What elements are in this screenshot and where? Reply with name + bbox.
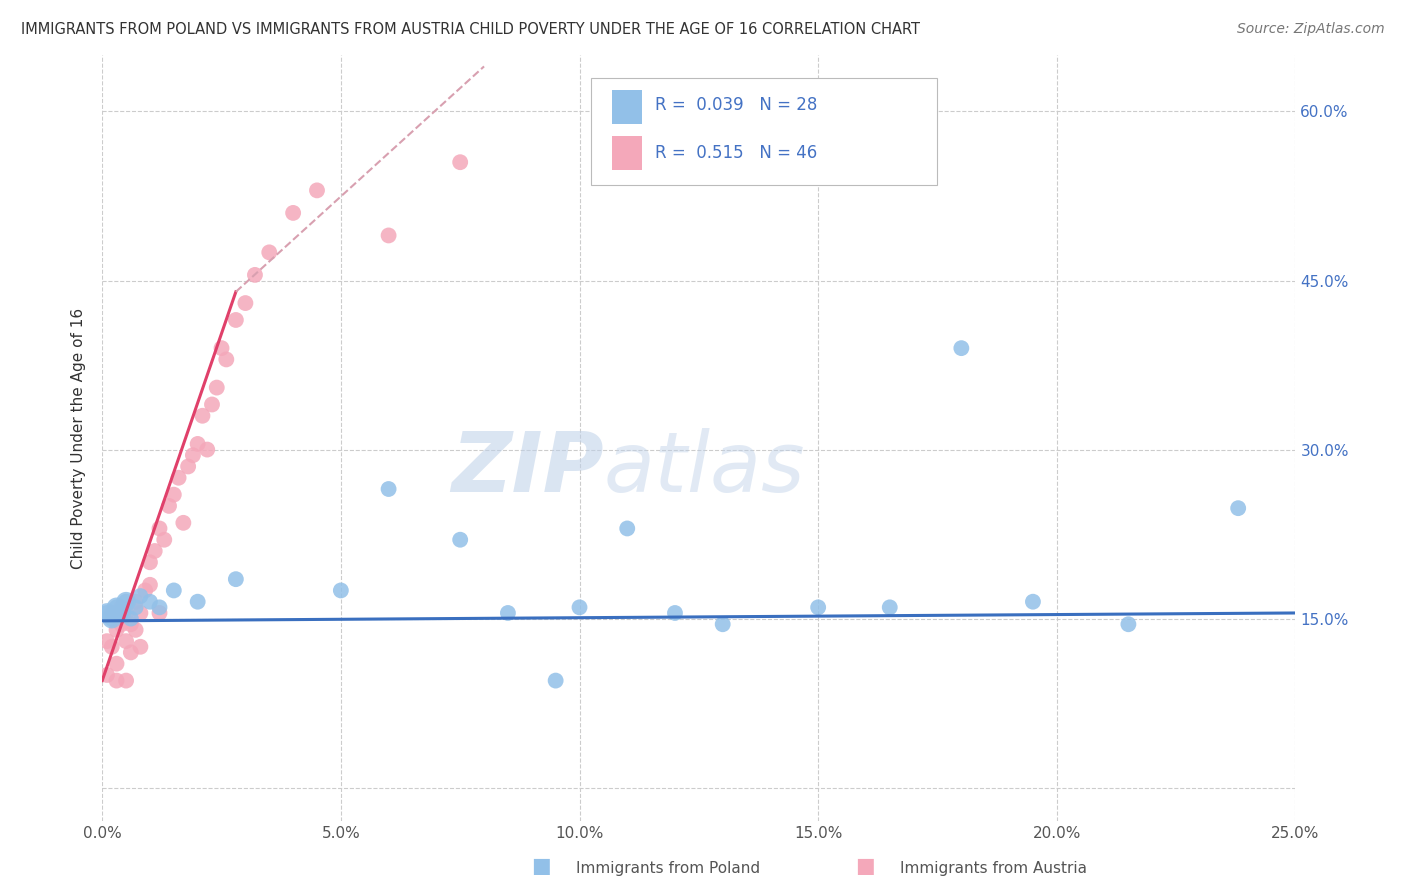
Point xyxy=(235,296,257,310)
Point xyxy=(129,606,152,620)
Point xyxy=(191,409,214,423)
Point xyxy=(124,600,146,615)
Point xyxy=(879,600,901,615)
Point xyxy=(167,471,190,485)
Point xyxy=(143,544,166,558)
Point xyxy=(110,606,132,620)
Point xyxy=(187,437,209,451)
Point xyxy=(129,589,152,603)
Point xyxy=(96,606,118,620)
Point xyxy=(950,341,973,355)
FancyBboxPatch shape xyxy=(592,78,938,186)
Point xyxy=(1118,617,1140,632)
Point xyxy=(105,600,128,615)
Point xyxy=(110,617,132,632)
Point xyxy=(120,612,142,626)
Bar xyxy=(612,136,641,170)
Text: R =  0.515   N = 46: R = 0.515 N = 46 xyxy=(655,145,817,162)
Text: IMMIGRANTS FROM POLAND VS IMMIGRANTS FROM AUSTRIA CHILD POVERTY UNDER THE AGE OF: IMMIGRANTS FROM POLAND VS IMMIGRANTS FRO… xyxy=(21,22,920,37)
Point xyxy=(96,634,118,648)
Point xyxy=(105,657,128,671)
Point xyxy=(211,341,233,355)
Point xyxy=(100,606,122,620)
Point xyxy=(105,600,128,615)
Point xyxy=(100,640,122,654)
Point xyxy=(153,533,176,547)
Point xyxy=(115,595,138,609)
Point xyxy=(139,555,162,569)
Point xyxy=(148,600,170,615)
Point xyxy=(148,521,170,535)
Point xyxy=(163,583,186,598)
Text: ■: ■ xyxy=(531,856,551,876)
Point xyxy=(139,578,162,592)
Point xyxy=(711,617,734,632)
Point xyxy=(134,583,156,598)
Point xyxy=(225,313,247,327)
Point xyxy=(329,583,352,598)
Point xyxy=(195,442,218,457)
Point xyxy=(110,600,132,615)
Point xyxy=(115,595,138,609)
Point xyxy=(124,595,146,609)
Point xyxy=(281,206,304,220)
Point xyxy=(544,673,567,688)
Point xyxy=(172,516,194,530)
Point xyxy=(157,499,180,513)
Point xyxy=(187,595,209,609)
Point xyxy=(120,645,142,659)
Point xyxy=(96,668,118,682)
Point xyxy=(177,459,200,474)
Text: ■: ■ xyxy=(855,856,875,876)
Point xyxy=(100,612,122,626)
Text: ZIP: ZIP xyxy=(451,428,603,509)
Point xyxy=(215,352,238,367)
Point xyxy=(1022,595,1045,609)
Point xyxy=(807,600,830,615)
Point xyxy=(259,245,281,260)
Point xyxy=(115,673,138,688)
Point xyxy=(100,612,122,626)
Bar xyxy=(612,89,641,124)
Point xyxy=(568,600,591,615)
Y-axis label: Child Poverty Under the Age of 16: Child Poverty Under the Age of 16 xyxy=(72,308,86,569)
Point xyxy=(96,606,118,620)
Point xyxy=(449,533,471,547)
Point xyxy=(377,228,399,243)
Point xyxy=(449,155,471,169)
Point xyxy=(120,617,142,632)
Point xyxy=(115,606,138,620)
Point xyxy=(225,572,247,586)
Point xyxy=(377,482,399,496)
Point xyxy=(496,606,519,620)
Point xyxy=(110,606,132,620)
Point xyxy=(181,448,204,462)
Point xyxy=(616,521,638,535)
Point xyxy=(139,595,162,609)
Point xyxy=(664,606,686,620)
Point xyxy=(201,397,224,411)
Text: Immigrants from Poland: Immigrants from Poland xyxy=(576,861,761,876)
Point xyxy=(163,488,186,502)
Text: Immigrants from Austria: Immigrants from Austria xyxy=(900,861,1087,876)
Text: Source: ZipAtlas.com: Source: ZipAtlas.com xyxy=(1237,22,1385,37)
Point xyxy=(1227,501,1250,516)
Point xyxy=(305,183,328,197)
Point xyxy=(105,673,128,688)
Point xyxy=(124,623,146,637)
Point xyxy=(115,634,138,648)
Point xyxy=(148,606,170,620)
Point xyxy=(129,640,152,654)
Point xyxy=(243,268,266,282)
Text: R =  0.039   N = 28: R = 0.039 N = 28 xyxy=(655,96,817,114)
Point xyxy=(205,381,228,395)
Text: atlas: atlas xyxy=(603,428,806,509)
Point xyxy=(105,623,128,637)
